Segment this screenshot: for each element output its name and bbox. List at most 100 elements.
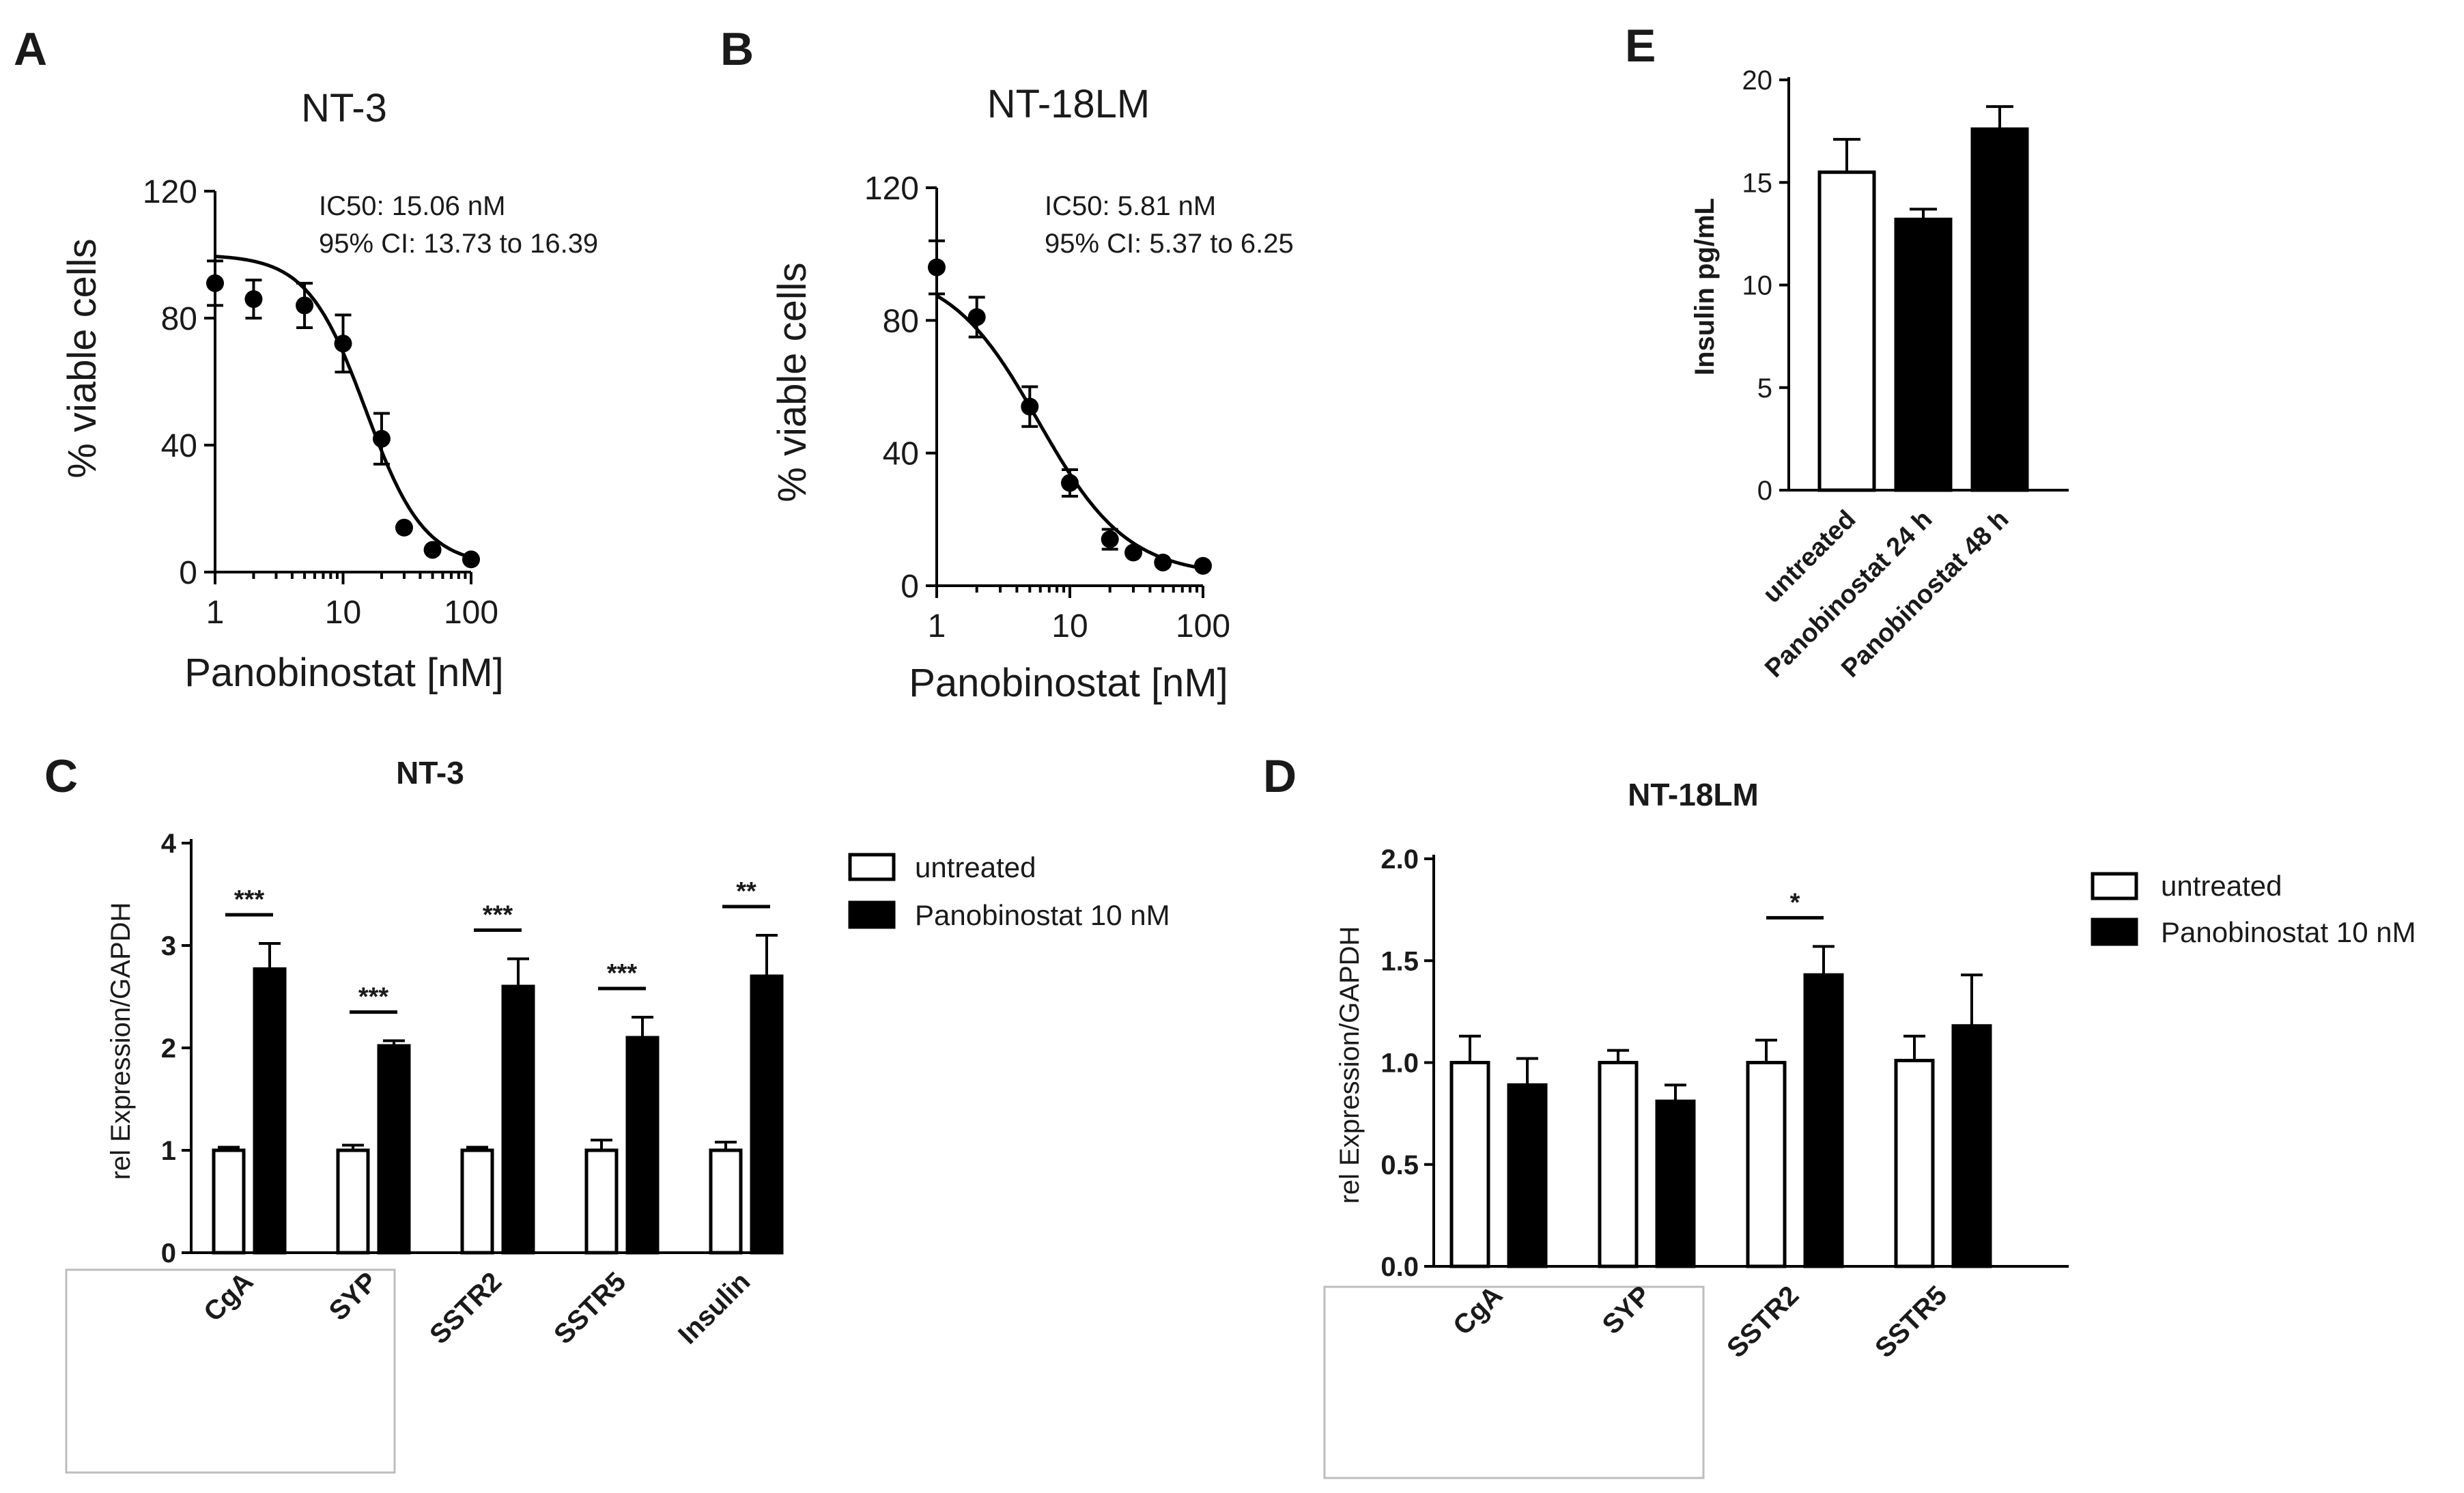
panel-c: C NT-3 rel Expression/GAPDH untreated Pa… <box>44 750 1170 1474</box>
panel-d-ytick-label: 2.0 <box>1380 844 1419 875</box>
panel-label-a: A <box>14 23 47 75</box>
panel-b-xtick-label: 1 <box>928 608 946 644</box>
panel-e-bar <box>1894 217 1953 492</box>
panel-c-blank-box <box>65 1268 396 1474</box>
panel-b-ic50: IC50: 5.81 nM <box>1045 191 1216 221</box>
panel-c-ytick-label: 1 <box>161 1136 176 1166</box>
panel-e-ytick-label: 5 <box>1757 373 1772 403</box>
panel-c-bar-treated <box>750 974 784 1255</box>
panel-c-significance-label: *** <box>483 901 513 930</box>
panel-c-category-label: CgA <box>198 1266 259 1327</box>
panel-b-ytick-label: 0 <box>901 569 919 605</box>
panel-c-ytick-label: 4 <box>161 829 177 859</box>
panel-d-ytick-label: 0.5 <box>1380 1150 1419 1180</box>
legend-d-untreated-label: untreated <box>2161 870 2282 902</box>
panel-a-ylabel: % viable cells <box>60 238 104 478</box>
panel-b-data-point <box>967 308 986 326</box>
panel-a-ci: 95% CI: 13.73 to 16.39 <box>319 229 598 259</box>
panel-e: E Insulin pg/mL 05101520untreatedPanobin… <box>1625 20 2069 683</box>
panel-c-category-label: Insulin <box>672 1266 756 1350</box>
panel-d-legend: untreated Panobinostat 10 nM <box>2091 870 2416 948</box>
panel-d-category-label: CgA <box>1447 1280 1508 1341</box>
panel-b: B NT-18LM IC50: 5.81 nM 95% CI: 5.37 to … <box>720 23 1294 705</box>
panel-c-bar-untreated <box>584 1148 619 1255</box>
panel-d-bar-untreated <box>1894 1059 1935 1268</box>
panel-d-ytick-label: 1.0 <box>1380 1049 1419 1079</box>
panel-d-title: NT-18LM <box>1628 777 1759 812</box>
panel-d-bar-untreated <box>1449 1061 1490 1268</box>
panel-c-significance-label: ** <box>736 877 756 906</box>
panel-e-ytick-label: 15 <box>1742 168 1773 198</box>
panel-a-xtick-label: 10 <box>325 595 361 631</box>
panel-c-bar-untreated <box>460 1148 494 1255</box>
panel-c-bar-treated <box>377 1044 411 1255</box>
panel-a-data-point <box>395 518 413 537</box>
panel-a-data-point <box>462 550 480 569</box>
panel-b-ytick-label: 120 <box>864 171 919 207</box>
panel-c-bar-untreated <box>336 1148 370 1255</box>
panel-a-data-point <box>296 296 314 315</box>
panel-a: A NT-3 IC50: 15.06 nM 95% CI: 13.73 to 1… <box>14 23 598 695</box>
panel-e-bar <box>1817 170 1876 492</box>
legend-c-treated-swatch <box>848 900 896 929</box>
panel-e-ytick-label: 0 <box>1757 476 1772 506</box>
panel-b-data-point <box>1021 397 1039 416</box>
legend-d-treated-label: Panobinostat 10 nM <box>2161 916 2416 948</box>
panel-b-ci: 95% CI: 5.37 to 6.25 <box>1045 229 1294 259</box>
panel-a-ic50: IC50: 15.06 nM <box>319 191 506 221</box>
panel-c-category-label: SSTR5 <box>548 1266 632 1350</box>
panel-a-data-point <box>372 429 391 448</box>
panel-b-ytick-label: 80 <box>883 303 919 339</box>
panel-e-bar <box>1970 127 2029 492</box>
panel-b-ytick-label: 40 <box>883 436 919 472</box>
panel-b-xlabel: Panobinostat [nM] <box>909 661 1228 705</box>
legend-c-treated-label: Panobinostat 10 nM <box>915 899 1170 931</box>
panel-d-bar-treated <box>1655 1099 1696 1268</box>
panel-a-data-point <box>244 290 263 309</box>
panel-a-xlabel: Panobinostat [nM] <box>184 651 504 695</box>
panel-d-bar-treated <box>1951 1024 1992 1268</box>
panel-a-xtick-label: 1 <box>206 595 225 631</box>
panel-a-ytick-label: 40 <box>161 428 197 464</box>
panel-b-ylabel: % viable cells <box>770 262 815 502</box>
panel-d-category-label: SSTR5 <box>1869 1280 1953 1363</box>
panel-c-bar-untreated <box>212 1148 246 1255</box>
panel-c-ytick-label: 3 <box>161 931 176 961</box>
panel-b-xtick-label: 100 <box>1176 608 1230 644</box>
panel-c-bar-treated <box>253 967 287 1255</box>
panel-b-xtick-label: 10 <box>1051 608 1088 644</box>
panel-a-data-point <box>334 335 352 353</box>
legend-d-untreated-swatch <box>2091 872 2138 900</box>
panel-b-data-point <box>1101 530 1119 548</box>
panel-b-data-point <box>1154 553 1172 571</box>
panel-d-category-label: SYP <box>1597 1280 1657 1340</box>
panel-c-ylabel: rel Expression/GAPDH <box>106 902 136 1180</box>
legend-d-treated-swatch <box>2091 918 2138 946</box>
panel-c-bar-untreated <box>709 1148 743 1255</box>
panel-d-blank-box <box>1323 1285 1705 1479</box>
panel-a-ytick-label: 0 <box>179 555 197 591</box>
panel-c-significance-label: *** <box>234 885 265 914</box>
panel-b-title: NT-18LM <box>987 82 1150 126</box>
panel-c-significance-label: *** <box>358 983 389 1012</box>
panel-d-ytick-label: 0.0 <box>1380 1252 1419 1282</box>
panel-a-xtick-label: 100 <box>444 595 498 631</box>
panel-a-data-point <box>206 274 224 292</box>
panel-b-data-point <box>1124 543 1143 562</box>
panel-c-bar-treated <box>625 1036 660 1255</box>
panel-label-e: E <box>1625 20 1656 72</box>
panel-c-bar-treated <box>501 984 535 1255</box>
panel-a-data-point <box>423 541 442 559</box>
panel-d-bar-treated <box>1803 973 1844 1268</box>
panel-d-bar-untreated <box>1746 1061 1787 1268</box>
panel-d-ytick-label: 1.5 <box>1380 946 1419 976</box>
panel-d-significance-label: * <box>1790 888 1800 917</box>
panel-e-ylabel: Insulin pg/mL <box>1690 198 1720 375</box>
panel-d-category-label: SSTR2 <box>1721 1280 1804 1363</box>
panel-label-d: D <box>1263 750 1297 802</box>
panel-c-title: NT-3 <box>396 755 464 791</box>
